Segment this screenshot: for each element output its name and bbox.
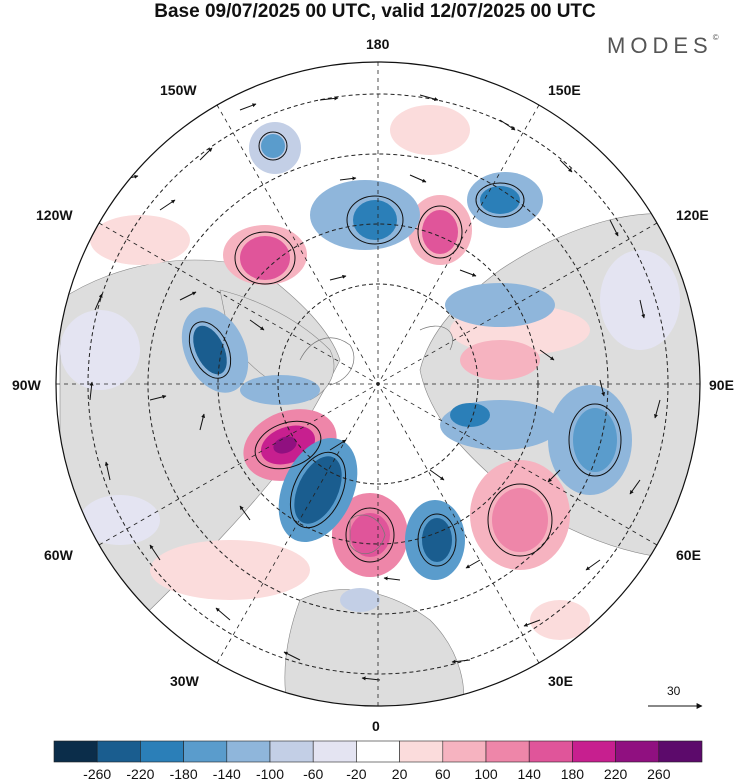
colorbar-tick-label: 60 bbox=[435, 766, 451, 782]
colorbar-tick-label: 100 bbox=[474, 766, 498, 782]
lon-label-150e: 150E bbox=[548, 82, 581, 98]
colorbar-swatch bbox=[528, 740, 573, 763]
colorbar-swatch bbox=[356, 740, 400, 763]
colorbar-tick-label: -140 bbox=[212, 766, 241, 782]
lon-label-120w: 120W bbox=[36, 207, 73, 223]
colorbar bbox=[53, 740, 703, 763]
colorbar-swatch bbox=[312, 740, 357, 763]
lon-label-0: 0 bbox=[372, 718, 380, 734]
colorbar-tick-label: -180 bbox=[169, 766, 198, 782]
map-boundary bbox=[55, 61, 701, 707]
lon-label-120e: 120E bbox=[676, 207, 709, 223]
colorbar-tick-label: 140 bbox=[517, 766, 541, 782]
anomaly-contours bbox=[188, 131, 622, 567]
colorbar-swatch bbox=[53, 740, 98, 763]
colorbar-swatch bbox=[658, 740, 703, 763]
modes-logo: MODES© bbox=[607, 33, 719, 59]
colorbar-tick-label: 260 bbox=[647, 766, 671, 782]
colorbar-tick-label: 180 bbox=[560, 766, 585, 782]
lon-label-60e: 60E bbox=[676, 547, 701, 563]
colorbar-swatch bbox=[269, 740, 314, 763]
lon-label-180: 180 bbox=[366, 36, 390, 52]
colorbar-tick-label: -220 bbox=[126, 766, 155, 782]
colorbar-tick-label: -260 bbox=[83, 766, 112, 782]
lon-label-30w: 30W bbox=[170, 673, 199, 689]
colorbar-tick-label: -100 bbox=[255, 766, 285, 782]
lon-label-30e: 30E bbox=[548, 673, 573, 689]
brand-mark: © bbox=[712, 33, 719, 42]
colorbar-tick-label: 20 bbox=[391, 766, 408, 782]
graticule bbox=[56, 62, 700, 706]
lon-label-60w: 60W bbox=[44, 547, 73, 563]
colorbar-swatch bbox=[615, 740, 660, 763]
lon-label-150w: 150W bbox=[160, 82, 197, 98]
colorbar-swatch bbox=[183, 740, 228, 763]
colorbar-swatch bbox=[96, 740, 141, 763]
lon-label-90w: 90W bbox=[12, 377, 41, 393]
vector-scale-label: 30 bbox=[667, 684, 681, 698]
colorbar-tick-label: -60 bbox=[303, 766, 324, 782]
colorbar-swatch bbox=[399, 740, 444, 763]
colorbar-tick-label: 220 bbox=[603, 766, 628, 782]
colorbar-swatch bbox=[226, 740, 271, 763]
colorbar-swatch bbox=[572, 740, 616, 763]
colorbar-swatch bbox=[442, 740, 487, 763]
colorbar-swatch bbox=[140, 740, 184, 763]
colorbar-tick-label: -20 bbox=[346, 766, 367, 782]
brand-name: MODES bbox=[607, 33, 713, 58]
lon-label-90e: 90E bbox=[709, 377, 734, 393]
map-title: Base 09/07/2025 00 UTC, valid 12/07/2025… bbox=[154, 1, 596, 22]
positive-anomalies bbox=[90, 105, 590, 640]
wind-vectors bbox=[89, 94, 661, 681]
colorbar-swatch bbox=[485, 740, 530, 763]
